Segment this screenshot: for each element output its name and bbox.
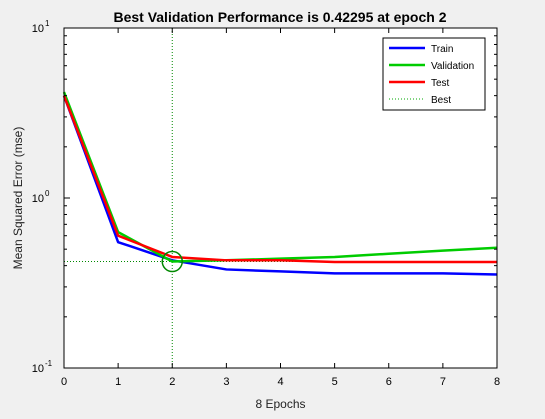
x-tick-label: 2 <box>169 376 175 388</box>
x-tick-label: 8 <box>494 376 500 388</box>
legend-label-validation: Validation <box>431 61 474 72</box>
x-tick-label: 1 <box>115 376 121 388</box>
x-tick-label: 4 <box>277 376 283 388</box>
x-tick-label: 7 <box>440 376 446 388</box>
chart-legend: Train Validation Test Best <box>382 37 486 111</box>
legend-label-train: Train <box>431 44 453 55</box>
x-tick-label: 5 <box>332 376 338 388</box>
legend-label-test: Test <box>431 78 450 89</box>
x-axis-label: 8 Epochs <box>255 397 305 411</box>
x-tick-label: 6 <box>386 376 392 388</box>
y-tick-label: 10 <box>32 363 44 375</box>
series-line-train <box>62 95 498 276</box>
x-tick-label: 0 <box>61 376 67 388</box>
chart-marks <box>62 28 498 368</box>
best-marker <box>161 250 183 273</box>
y-tick-exponent: 0 <box>45 189 50 198</box>
legend-label-best: Best <box>431 95 451 106</box>
y-tick-label: 10 <box>32 193 44 205</box>
y-tick-exponent: 1 <box>45 19 50 28</box>
chart-title: Best Validation Performance is 0.42295 a… <box>113 9 446 25</box>
legend-box <box>382 37 486 111</box>
y-tick-exponent: -1 <box>45 359 53 368</box>
x-tick-label: 3 <box>223 376 229 388</box>
series-line-test <box>62 95 497 264</box>
y-tick-label: 10 <box>32 23 44 35</box>
y-axis-label: Mean Squared Error (mse) <box>11 127 25 270</box>
